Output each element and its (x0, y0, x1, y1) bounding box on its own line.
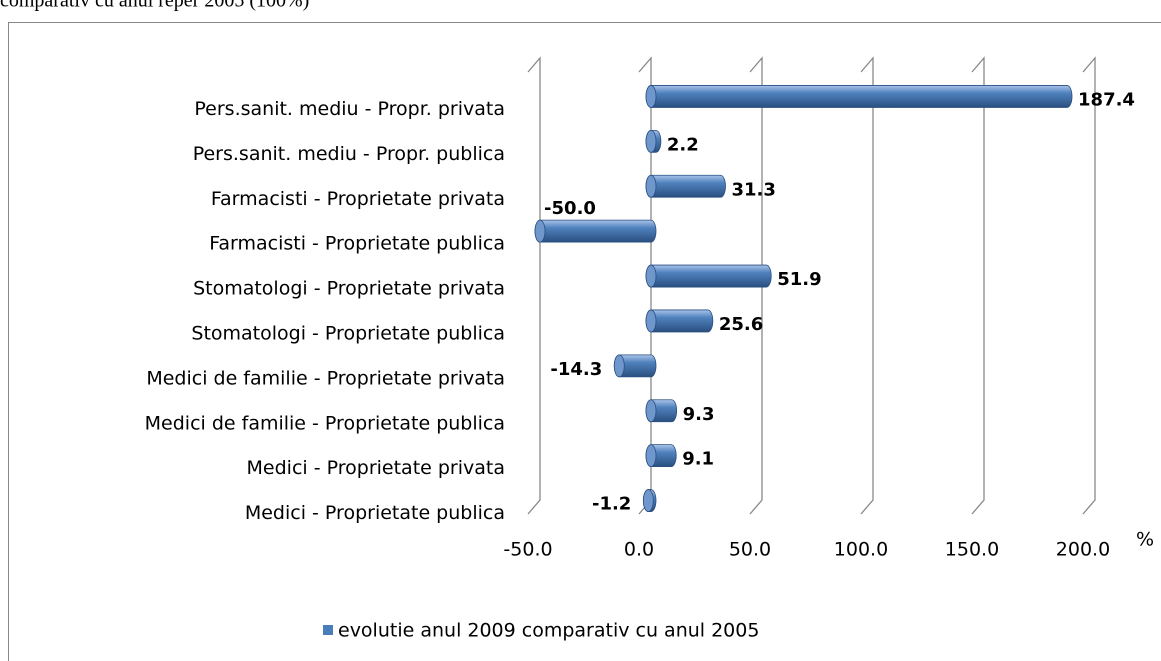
x-tick-label: -50.0 (503, 539, 552, 561)
category-label: Pers.sanit. mediu - Propr. privata (194, 98, 505, 120)
category-label: Farmacisti - Proprietate privata (211, 188, 505, 210)
data-label: 9.3 (683, 404, 715, 425)
bar-cap (645, 399, 657, 423)
data-label: 9.1 (682, 449, 714, 470)
data-label: 25.6 (719, 314, 763, 335)
category-label: Medici de familie - Proprietate publica (145, 412, 505, 434)
category-label: Medici - Proprietate privata (247, 457, 505, 479)
bar-body (645, 264, 772, 288)
grid-line (971, 56, 985, 515)
category-label: Medici de familie - Proprietate privata (146, 367, 505, 389)
bar-cap (645, 309, 657, 333)
x-tick-label: 200.0 (1056, 539, 1110, 561)
bar-body (645, 85, 1073, 108)
bar-cap (645, 85, 657, 108)
x-tick-label: 100.0 (834, 539, 888, 561)
bar (645, 85, 1073, 108)
grid-line (1082, 56, 1096, 515)
category-label: Farmacisti - Proprietate publica (209, 233, 505, 255)
bar (645, 309, 714, 333)
bar (613, 354, 657, 378)
bar (534, 219, 657, 243)
bar-cap (645, 174, 657, 198)
bar-cap (645, 264, 657, 288)
category-label: Medici - Proprietate publica (245, 502, 505, 524)
data-label: 51.9 (777, 269, 821, 290)
data-label: -14.3 (550, 359, 602, 380)
bar (645, 444, 677, 468)
bar (645, 174, 726, 198)
x-tick-label: 50.0 (729, 539, 771, 561)
x-tick-label: 150.0 (945, 539, 999, 561)
legend-swatch (323, 625, 333, 635)
bar (645, 399, 678, 423)
data-label: 187.4 (1078, 89, 1135, 110)
category-label: Pers.sanit. mediu - Propr. publica (193, 143, 505, 165)
bar-cap (645, 444, 657, 468)
data-label: 2.2 (667, 134, 699, 155)
category-label: Stomatologi - Proprietate publica (191, 322, 505, 344)
data-label: 31.3 (731, 179, 775, 200)
bar-body (534, 219, 657, 243)
bar-cap (613, 354, 625, 378)
category-label: Stomatologi - Proprietate privata (193, 278, 505, 300)
bar-cap (534, 219, 546, 243)
bar (645, 129, 662, 153)
data-label: -50.0 (544, 198, 596, 219)
legend-label: evolutie anul 2009 comparativ cu anul 20… (338, 620, 759, 642)
bar-cap (642, 489, 654, 512)
x-axis-label: % (1136, 529, 1154, 551)
data-label: -1.2 (592, 494, 631, 515)
grid-line (860, 56, 874, 515)
chart-frame (8, 22, 1161, 661)
bar (645, 264, 772, 288)
bar-cap (645, 129, 657, 153)
x-tick-label: 0.0 (624, 539, 654, 561)
bar-body (645, 174, 726, 198)
chart-title: comparativ cu anul reper 2005 (100%) (0, 0, 309, 12)
bar (642, 489, 657, 512)
grid-line (527, 56, 541, 515)
